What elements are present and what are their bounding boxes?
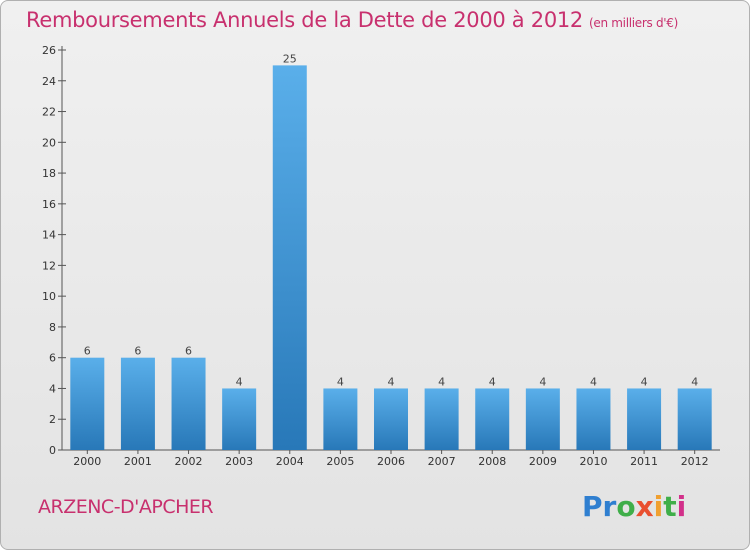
y-tick-label: 26 <box>42 44 56 57</box>
proxiti-logo: Proxiti <box>582 490 686 523</box>
y-tick-label: 4 <box>49 382 56 395</box>
bar <box>677 388 712 450</box>
bar <box>272 65 307 450</box>
title-text: Remboursements Annuels de la Dette de 20… <box>26 8 583 32</box>
bar <box>70 357 105 450</box>
bar <box>525 388 560 450</box>
data-label: 6 <box>134 345 141 358</box>
data-label: 4 <box>641 375 648 388</box>
bar <box>424 388 459 450</box>
x-tick-label: 2004 <box>276 455 304 468</box>
place-name: ARZENC-D'APCHER <box>38 496 214 518</box>
x-tick-label: 2007 <box>428 455 456 468</box>
x-tick-label: 2009 <box>529 455 557 468</box>
y-tick-label: 8 <box>49 321 56 334</box>
data-label: 25 <box>283 52 297 65</box>
logo-letter: i <box>676 490 687 523</box>
data-label: 6 <box>84 345 91 358</box>
chart-subtitle: (en milliers d'€) <box>589 16 679 30</box>
logo-letter: o <box>616 490 636 523</box>
y-tick-label: 14 <box>42 229 56 242</box>
x-tick-label: 2010 <box>579 455 607 468</box>
x-tick-label: 2002 <box>175 455 203 468</box>
y-tick-label: 24 <box>42 75 56 88</box>
x-tick-label: 2005 <box>326 455 354 468</box>
bar <box>475 388 510 450</box>
logo-letter: x <box>635 490 654 523</box>
x-tick-label: 2000 <box>73 455 101 468</box>
logo-letter: i <box>653 490 664 523</box>
x-tick-label: 2012 <box>681 455 709 468</box>
y-tick-label: 18 <box>42 167 56 180</box>
data-label: 4 <box>337 375 344 388</box>
chart-title: Remboursements Annuels de la Dette de 20… <box>26 8 678 32</box>
x-tick-label: 2006 <box>377 455 405 468</box>
bar <box>120 357 155 450</box>
y-tick-label: 20 <box>42 136 56 149</box>
data-label: 4 <box>438 375 445 388</box>
data-label: 4 <box>691 375 698 388</box>
data-label: 4 <box>236 375 243 388</box>
data-label: 4 <box>388 375 395 388</box>
y-tick-label: 10 <box>42 290 56 303</box>
data-label: 6 <box>185 345 192 358</box>
y-tick-label: 0 <box>49 444 56 457</box>
x-tick-label: 2001 <box>124 455 152 468</box>
y-tick-label: 16 <box>42 198 56 211</box>
y-tick-label: 6 <box>49 352 56 365</box>
bar <box>374 388 408 450</box>
data-label: 4 <box>489 375 496 388</box>
x-tick-label: 2008 <box>478 455 506 468</box>
data-label: 4 <box>539 375 546 388</box>
y-tick-label: 22 <box>42 106 56 119</box>
x-tick-label: 2011 <box>630 455 658 468</box>
bar <box>222 388 257 450</box>
x-tick-label: 2003 <box>225 455 253 468</box>
y-tick-label: 12 <box>42 259 56 272</box>
bar <box>171 357 206 450</box>
logo-letter: r <box>602 490 617 523</box>
data-label: 4 <box>590 375 597 388</box>
y-tick-label: 2 <box>49 413 56 426</box>
bar <box>627 388 662 450</box>
bar <box>323 388 358 450</box>
logo-letter: t <box>663 490 677 523</box>
bar <box>576 388 611 450</box>
logo-letter: P <box>582 490 603 523</box>
